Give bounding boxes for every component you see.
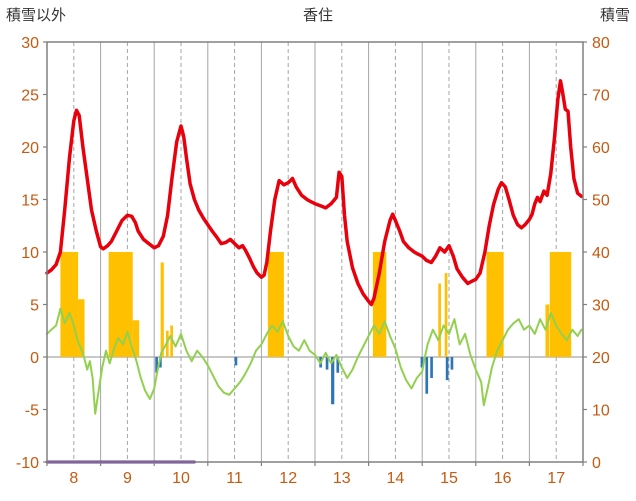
left-tick-label: 15 [21,193,39,210]
x-axis-label: 16 [494,470,512,487]
left-axis-title: 積雪以外 [6,7,67,24]
x-axis-label: 13 [333,470,351,487]
left-tick-label: -5 [25,403,39,420]
orange-bars [170,325,173,357]
right-tick-label: 50 [592,193,610,210]
orange-bars [132,320,140,357]
x-axis-label: 12 [279,470,297,487]
right-axis-title: 積雪 [599,7,630,24]
blue-bars [420,357,424,368]
green-line [46,307,583,415]
temperature-red [45,79,584,307]
left-tick-label: 20 [21,140,39,157]
chart-title: 香住 [302,7,333,24]
orange-bars [486,252,504,357]
orange-bars [438,283,441,357]
x-axis-label: 8 [69,470,78,487]
blue-bars [450,357,454,370]
right-tick-label: 0 [592,455,601,472]
x-axis-label: 14 [387,470,405,487]
x-axis-label: 15 [440,470,458,487]
orange-bars [60,252,79,357]
right-tick-label: 10 [592,403,610,420]
x-axis-label: 17 [547,470,565,487]
blue-bars [425,357,429,394]
right-tick-label: 60 [592,140,610,157]
blue-bars [155,357,158,373]
right-tick-label: 40 [592,245,610,262]
blue-bars [336,357,340,373]
left-tick-label: 0 [30,350,39,367]
orange-bars [549,252,572,357]
right-tick-label: 30 [592,298,610,315]
orange-bars [444,273,448,357]
blue-bars [159,357,162,368]
right-tick-label: 70 [592,88,610,105]
left-tick-label: -10 [16,455,39,472]
right-tick-label: 80 [592,35,610,52]
blue-bars [331,357,335,405]
left-tick-label: 10 [21,245,39,262]
orange-bars [267,252,284,357]
left-tick-label: 5 [30,298,39,315]
blue-bars [325,357,329,370]
orange-bars [78,299,85,357]
right-tick-label: 20 [592,350,610,367]
left-tick-label: 25 [21,88,39,105]
orange-bars [160,262,164,357]
blue-bars [445,357,449,381]
blue-bars [430,357,433,378]
x-axis-label: 9 [123,470,132,487]
orange-bars [545,304,550,357]
left-tick-label: 30 [21,35,39,52]
x-axis-label: 10 [172,470,190,487]
blue-bars [234,357,238,366]
x-axis-label: 11 [226,470,243,487]
